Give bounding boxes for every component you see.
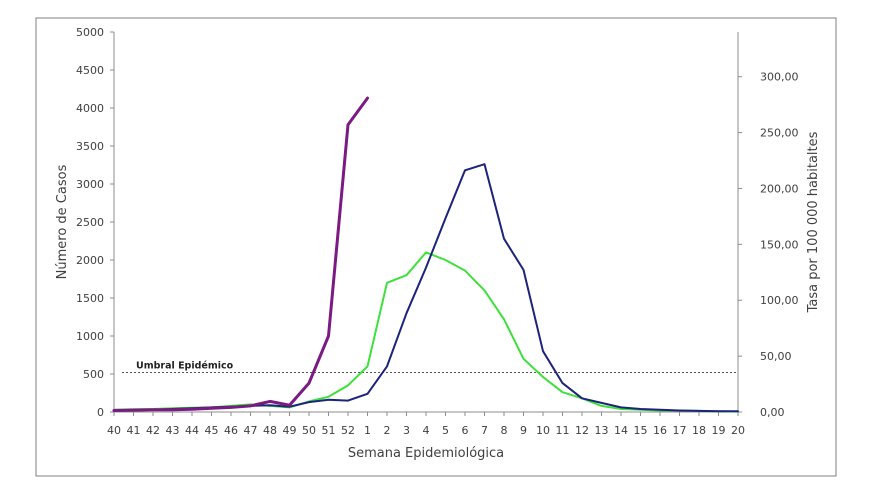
series-layer (112, 96, 739, 413)
x-tick-label: 40 (107, 424, 121, 437)
x-tick-label: 49 (283, 424, 297, 437)
x-tick-label: 8 (501, 424, 508, 437)
x-tick-label: 2 (384, 424, 391, 437)
x-tick-label: 3 (403, 424, 410, 437)
x-tick-label: 47 (244, 424, 258, 437)
x-axis-title: Semana Epidemiológica (348, 446, 504, 461)
y-tick-label: 3000 (76, 178, 104, 191)
y-tick-label: 0 (97, 406, 104, 419)
x-tick-label: 10 (536, 424, 550, 437)
chart-frame (35, 17, 837, 477)
y-tick-label: 3500 (76, 140, 104, 153)
y-axis-title: Número de Casos (55, 164, 70, 279)
x-tick-label: 12 (575, 424, 589, 437)
y2-axis-title: Tasa por 100 000 habitaltes (806, 131, 821, 313)
x-tick-label: 52 (341, 424, 355, 437)
y2-tick-label: 250,00 (760, 127, 799, 140)
y2-tick-label: 100,00 (760, 294, 799, 307)
x-tick-label: 50 (302, 424, 316, 437)
x-tick-label: 19 (712, 424, 726, 437)
y-tick-label: 4000 (76, 102, 104, 115)
x-tick-label: 1 (364, 424, 371, 437)
y2-tick-label: 300,00 (760, 71, 799, 84)
y-tick-label: 4500 (76, 64, 104, 77)
x-tick-label: 45 (205, 424, 219, 437)
x-tick-label: 4 (423, 424, 430, 437)
x-tick-label: 20 (731, 424, 745, 437)
x-tick-label: 44 (185, 424, 199, 437)
x-tick-label: 9 (520, 424, 527, 437)
x-tick-label: 7 (481, 424, 488, 437)
y-tick-label: 1000 (76, 330, 104, 343)
y2-tick-label: 150,00 (760, 238, 799, 251)
x-tick-label: 17 (673, 424, 687, 437)
x-tick-label: 11 (556, 424, 570, 437)
x-tick-label: 43 (166, 424, 180, 437)
y-tick-label: 1500 (76, 292, 104, 305)
y-tick-label: 500 (83, 368, 104, 381)
x-tick-label: 41 (127, 424, 141, 437)
x-tick-label: 42 (146, 424, 160, 437)
x-tick-label: 48 (263, 424, 277, 437)
x-tick-label: 13 (595, 424, 609, 437)
x-tick-label: 15 (634, 424, 648, 437)
x-tick-label: 46 (224, 424, 238, 437)
threshold-layer: Umbral Epidémico (122, 360, 738, 373)
y2-tick-label: 50,00 (760, 350, 792, 363)
x-tick-label: 16 (653, 424, 667, 437)
threshold-label: Umbral Epidémico (136, 360, 234, 371)
y-tick-label: 2500 (76, 216, 104, 229)
series-line-1 (112, 96, 369, 412)
x-tick-label: 6 (462, 424, 469, 437)
x-tick-label: 5 (442, 424, 449, 437)
x-tick-label: 14 (614, 424, 628, 437)
x-tick-label: 18 (692, 424, 706, 437)
labels-layer: Semana Epidemiológica Número de Casos Ta… (55, 131, 821, 461)
axes-layer: 0 500 1000 1500 2000 2500 3000 3500 4000 4500 5000… (76, 26, 799, 437)
x-tick-label: 51 (322, 424, 336, 437)
y-tick-label: 5000 (76, 26, 104, 39)
y-tick-label: 2000 (76, 254, 104, 267)
y2-tick-label: 0,00 (760, 406, 785, 419)
y2-tick-label: 200,00 (760, 182, 799, 195)
